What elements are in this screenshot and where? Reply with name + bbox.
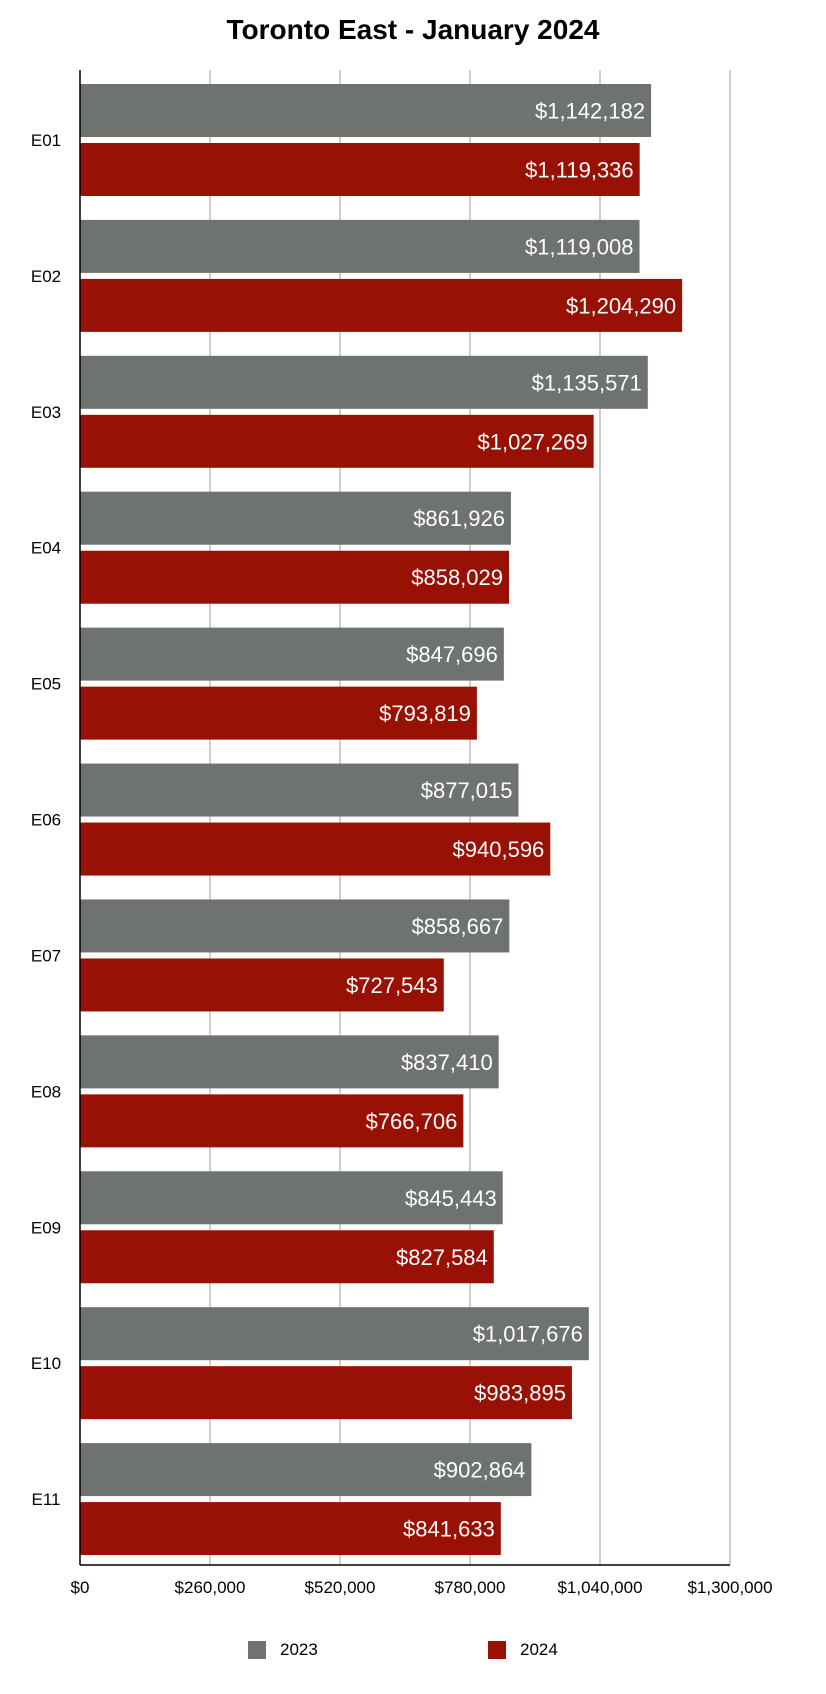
- legend-label: 2024: [520, 1640, 558, 1659]
- bar-labels: $1,142,182 $1,119,336 $1,119,008 $1,204,290…: [346, 99, 676, 1542]
- bar-2024-E10: [80, 1366, 572, 1420]
- legend-item-2023: 2023: [248, 1640, 318, 1660]
- chart-title: Toronto East - January 2024: [226, 14, 600, 45]
- category-label: E10: [31, 1354, 61, 1373]
- bar-value-label: $1,142,182: [535, 99, 645, 124]
- bar-value-label: $902,864: [434, 1458, 526, 1483]
- bar-value-label: $847,696: [406, 642, 498, 667]
- category-label: E05: [31, 675, 61, 694]
- bar-value-label: $1,017,676: [473, 1322, 583, 1347]
- bar-2023-E04: [80, 491, 511, 545]
- x-tick-label: $520,000: [305, 1578, 376, 1597]
- bar-2024-E03: [80, 414, 594, 468]
- bar-value-label: $837,410: [401, 1050, 493, 1075]
- legend-item-2024: 2024: [488, 1640, 558, 1660]
- bar-value-label: $1,135,571: [532, 370, 642, 395]
- legend-swatch: [248, 1641, 266, 1659]
- bar-2023-E09: [80, 1171, 503, 1225]
- bar-2023-E06: [80, 763, 519, 817]
- bar-2023-E11: [80, 1443, 532, 1497]
- bars: [80, 84, 683, 1556]
- bar-value-label: $845,443: [405, 1186, 497, 1211]
- bar-2023-E03: [80, 355, 648, 409]
- bar-value-label: $983,895: [474, 1381, 566, 1406]
- bar-2023-E07: [80, 899, 510, 953]
- bar-2023-E02: [80, 219, 640, 273]
- x-tick-label: $1,300,000: [687, 1578, 772, 1597]
- bar-2024-E09: [80, 1230, 494, 1284]
- bar-value-label: $858,667: [412, 914, 504, 939]
- category-label: E06: [31, 811, 61, 830]
- bar-value-label: $877,015: [421, 778, 513, 803]
- bar-2023-E10: [80, 1307, 589, 1361]
- bar-2024-E04: [80, 550, 510, 604]
- bar-2024-E05: [80, 686, 477, 740]
- bar-value-label: $858,029: [411, 565, 503, 590]
- x-tick-label: $260,000: [175, 1578, 246, 1597]
- category-label: E01: [31, 131, 61, 150]
- bar-value-label: $861,926: [413, 506, 505, 531]
- category-label: E09: [31, 1218, 61, 1237]
- bar-value-label: $793,819: [379, 701, 471, 726]
- bar-2024-E08: [80, 1094, 464, 1148]
- legend-label: 2023: [280, 1640, 318, 1659]
- bar-value-label: $727,543: [346, 973, 438, 998]
- bar-2024-E07: [80, 958, 444, 1012]
- category-label: E03: [31, 403, 61, 422]
- category-label: E02: [31, 267, 61, 286]
- bar-value-label: $1,119,008: [525, 234, 633, 259]
- bar-value-label: $940,596: [453, 837, 545, 862]
- x-tick-label: $0: [71, 1578, 90, 1597]
- bar-value-label: $827,584: [396, 1245, 488, 1270]
- bar-value-label: $841,633: [403, 1517, 495, 1542]
- x-tick-label: $1,040,000: [557, 1578, 642, 1597]
- bar-value-label: $766,706: [366, 1109, 458, 1134]
- bar-value-label: $1,027,269: [478, 429, 588, 454]
- legend: 2023 2024: [0, 1640, 826, 1670]
- bar-2023-E08: [80, 1035, 499, 1089]
- bar-value-label: $1,119,336: [525, 158, 633, 183]
- x-tick-label: $780,000: [435, 1578, 506, 1597]
- axes: $0 $260,000 $520,000 $780,000 $1,040,000 $1,3…: [31, 70, 773, 1597]
- bar-2023-E05: [80, 627, 504, 681]
- bar-2024-E06: [80, 822, 551, 876]
- bar-2023-E01: [80, 84, 652, 137]
- category-label: E11: [32, 1490, 61, 1509]
- bar-2024-E11: [80, 1502, 501, 1556]
- bar-2024-E01: [80, 143, 640, 196]
- legend-swatch: [488, 1641, 506, 1659]
- bar-2024-E02: [80, 278, 683, 332]
- category-label: E07: [31, 946, 61, 965]
- category-label: E08: [31, 1082, 61, 1101]
- bar-value-label: $1,204,290: [566, 293, 676, 318]
- category-label: E04: [31, 539, 61, 558]
